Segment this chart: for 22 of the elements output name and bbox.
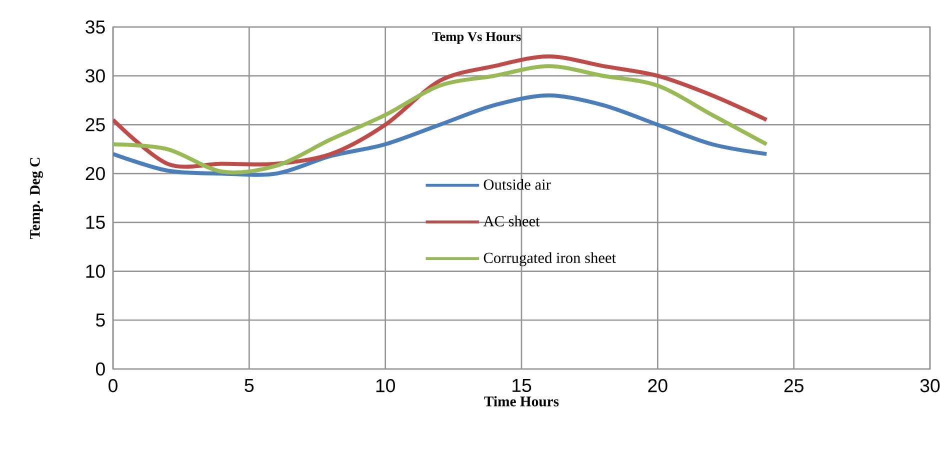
y-tick-label: 30 (86, 69, 105, 82)
legend-label: Corrugated iron sheet (484, 252, 616, 266)
y-tick-label: 5 (96, 314, 105, 327)
x-tick-label: 5 (244, 379, 254, 392)
y-axis-title: Temp. Deg C (30, 158, 43, 240)
x-tick-label: 0 (108, 379, 118, 392)
x-tick-label: 10 (376, 379, 395, 392)
y-tick-label: 25 (86, 118, 105, 132)
y-tick-label: 0 (96, 362, 105, 376)
x-tick-label: 25 (784, 379, 804, 392)
line-series (113, 93, 769, 177)
y-tick-label: 35 (86, 20, 105, 34)
legend-label: Outside air (484, 178, 551, 190)
x-tick-label: 20 (648, 379, 668, 392)
x-tick-label: 15 (512, 379, 532, 392)
x-axis-title: Time Hours (484, 396, 559, 406)
y-tick-label: 10 (86, 264, 105, 278)
x-tick-label: 30 (920, 379, 940, 392)
legend-label: AC sheet (483, 216, 540, 226)
y-tick-label: 15 (86, 216, 105, 229)
chart-title: Temp Vs Hours (432, 32, 521, 44)
y-tick-label: 20 (86, 166, 105, 180)
